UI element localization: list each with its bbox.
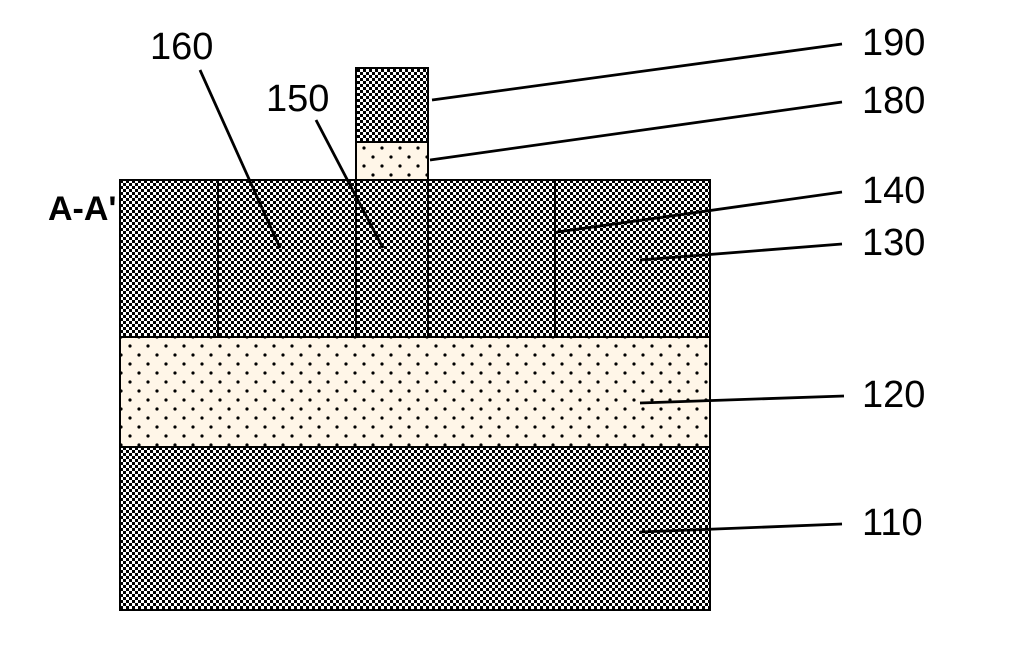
layer-180-dottedstrip	[356, 142, 428, 180]
label-160: 160	[150, 26, 213, 69]
label-180: 180	[862, 80, 925, 123]
label-190: 190	[862, 22, 925, 65]
layer-130-widebar	[120, 180, 710, 337]
layer-190-topcap	[356, 68, 428, 142]
layer-110-substrate	[120, 447, 710, 610]
label-140: 140	[862, 170, 925, 213]
label-150: 150	[266, 78, 329, 121]
diagram-canvas: A-A' 190 180 140 130 120 110 160 150	[0, 0, 1024, 645]
label-130: 130	[862, 222, 925, 265]
section-label: A-A'	[48, 190, 117, 229]
label-120: 120	[862, 374, 925, 417]
label-110: 110	[862, 502, 923, 545]
layer-120-dotted	[120, 337, 710, 447]
